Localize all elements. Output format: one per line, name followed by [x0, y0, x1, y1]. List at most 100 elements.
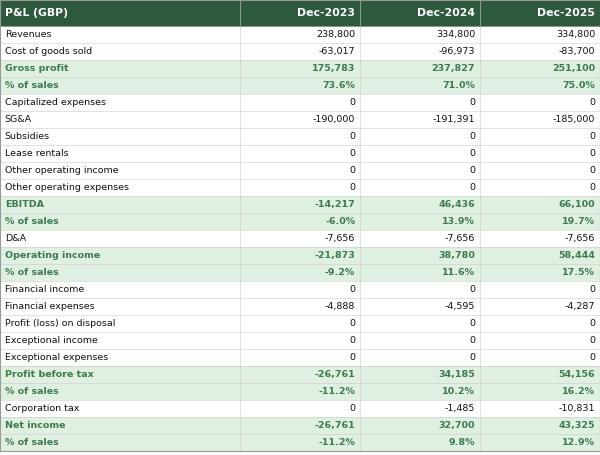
Bar: [0, 43, 600, 60]
Text: 0: 0: [589, 98, 595, 107]
Text: 34,185: 34,185: [439, 370, 475, 379]
Text: -14,217: -14,217: [314, 200, 355, 209]
Text: 58,444: 58,444: [559, 251, 595, 260]
Text: 9.8%: 9.8%: [449, 438, 475, 447]
Bar: [0, 400, 600, 417]
Text: 0: 0: [469, 285, 475, 294]
Text: -7,656: -7,656: [565, 234, 595, 243]
Text: 175,783: 175,783: [312, 64, 355, 73]
Text: Cost of goods sold: Cost of goods sold: [5, 47, 92, 56]
Text: SG&A: SG&A: [5, 115, 32, 124]
Text: 0: 0: [349, 404, 355, 413]
Bar: [0, 281, 600, 298]
Text: 0: 0: [349, 132, 355, 141]
Text: -96,973: -96,973: [439, 47, 475, 56]
Text: 11.6%: 11.6%: [442, 268, 475, 277]
Bar: [0, 0, 240, 26]
Bar: [0, 349, 600, 366]
Text: Other operating expenses: Other operating expenses: [5, 183, 129, 192]
Text: 16.2%: 16.2%: [562, 387, 595, 396]
Text: -6.0%: -6.0%: [325, 217, 355, 226]
Text: -7,656: -7,656: [325, 234, 355, 243]
Text: 73.6%: 73.6%: [322, 81, 355, 90]
Text: 0: 0: [589, 132, 595, 141]
Bar: [480, 0, 600, 26]
Bar: [0, 128, 600, 145]
Text: 0: 0: [469, 149, 475, 158]
Text: D&A: D&A: [5, 234, 26, 243]
Bar: [0, 213, 600, 230]
Text: Dec-2025: Dec-2025: [538, 8, 595, 18]
Text: Profit before tax: Profit before tax: [5, 370, 94, 379]
Text: Exceptional expenses: Exceptional expenses: [5, 353, 108, 362]
Bar: [0, 179, 600, 196]
Text: 0: 0: [469, 132, 475, 141]
Text: P&L (GBP): P&L (GBP): [5, 8, 68, 18]
Bar: [0, 417, 600, 434]
Text: -4,287: -4,287: [565, 302, 595, 311]
Text: -191,391: -191,391: [433, 115, 475, 124]
Text: -21,873: -21,873: [314, 251, 355, 260]
Text: 0: 0: [349, 183, 355, 192]
Text: Subsidies: Subsidies: [5, 132, 50, 141]
Text: Revenues: Revenues: [5, 30, 52, 39]
Bar: [0, 26, 600, 43]
Text: 0: 0: [589, 336, 595, 345]
Bar: [360, 0, 480, 26]
Text: 12.9%: 12.9%: [562, 438, 595, 447]
Bar: [0, 230, 600, 247]
Text: 334,800: 334,800: [436, 30, 475, 39]
Text: -9.2%: -9.2%: [325, 268, 355, 277]
Text: -185,000: -185,000: [553, 115, 595, 124]
Text: 0: 0: [589, 285, 595, 294]
Text: Gross profit: Gross profit: [5, 64, 68, 73]
Text: 0: 0: [469, 183, 475, 192]
Text: 71.0%: 71.0%: [442, 81, 475, 90]
Text: -1,485: -1,485: [445, 404, 475, 413]
Text: 17.5%: 17.5%: [562, 268, 595, 277]
Text: Exceptional income: Exceptional income: [5, 336, 98, 345]
Bar: [0, 60, 600, 77]
Text: -11.2%: -11.2%: [319, 438, 355, 447]
Text: 19.7%: 19.7%: [562, 217, 595, 226]
Text: 0: 0: [589, 149, 595, 158]
Text: 0: 0: [589, 353, 595, 362]
Text: 0: 0: [349, 336, 355, 345]
Text: % of sales: % of sales: [5, 438, 59, 447]
Text: 0: 0: [349, 149, 355, 158]
Text: 13.9%: 13.9%: [442, 217, 475, 226]
Text: Lease rentals: Lease rentals: [5, 149, 68, 158]
Text: 0: 0: [349, 285, 355, 294]
Text: 43,325: 43,325: [559, 421, 595, 430]
Text: -26,761: -26,761: [314, 370, 355, 379]
Text: -26,761: -26,761: [314, 421, 355, 430]
Text: 10.2%: 10.2%: [442, 387, 475, 396]
Text: -63,017: -63,017: [319, 47, 355, 56]
Text: 32,700: 32,700: [439, 421, 475, 430]
Text: 0: 0: [349, 166, 355, 175]
Text: 54,156: 54,156: [559, 370, 595, 379]
Bar: [0, 94, 600, 111]
Bar: [0, 264, 600, 281]
Bar: [0, 77, 600, 94]
Text: 0: 0: [469, 98, 475, 107]
Text: Financial income: Financial income: [5, 285, 84, 294]
Text: Other operating income: Other operating income: [5, 166, 118, 175]
Text: 251,100: 251,100: [552, 64, 595, 73]
Text: -11.2%: -11.2%: [319, 387, 355, 396]
Text: 0: 0: [349, 353, 355, 362]
Text: 66,100: 66,100: [559, 200, 595, 209]
Text: -10,831: -10,831: [559, 404, 595, 413]
Text: -4,595: -4,595: [445, 302, 475, 311]
Text: % of sales: % of sales: [5, 387, 59, 396]
Text: Operating income: Operating income: [5, 251, 100, 260]
Text: % of sales: % of sales: [5, 217, 59, 226]
Text: 0: 0: [469, 336, 475, 345]
Text: Capitalized expenses: Capitalized expenses: [5, 98, 106, 107]
Text: Net income: Net income: [5, 421, 65, 430]
Bar: [0, 366, 600, 383]
Bar: [240, 0, 360, 26]
Bar: [0, 196, 600, 213]
Text: Dec-2023: Dec-2023: [297, 8, 355, 18]
Text: 0: 0: [469, 319, 475, 328]
